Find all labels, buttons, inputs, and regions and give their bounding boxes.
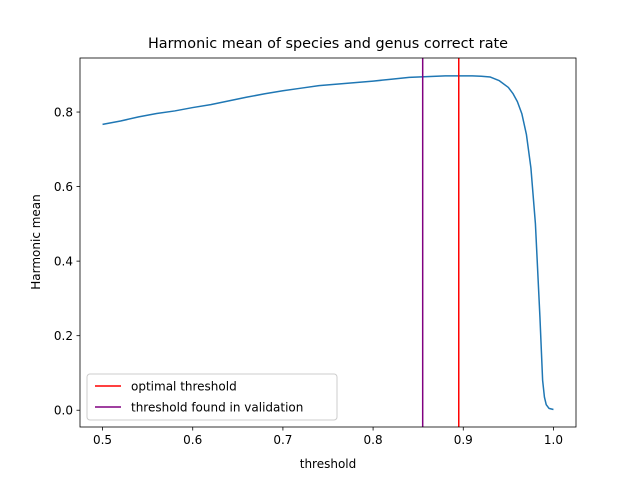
legend-box bbox=[86, 373, 338, 421]
y-tick-label: 0.2 bbox=[54, 329, 73, 343]
y-tick-label: 0.8 bbox=[54, 105, 73, 119]
y-axis: 0.0 0.2 0.4 0.6 0.8 bbox=[54, 105, 80, 418]
x-tick-label: 0.8 bbox=[364, 433, 383, 447]
plot-area bbox=[79, 57, 577, 428]
legend-label-1: threshold found in validation bbox=[131, 400, 303, 414]
legend: optimal threshold threshold found in vali… bbox=[86, 373, 338, 421]
x-tick-label: 0.5 bbox=[93, 433, 112, 447]
chart-title: Harmonic mean of species and genus corre… bbox=[148, 36, 508, 52]
y-axis-label: Harmonic mean bbox=[29, 194, 43, 290]
series-line-0 bbox=[102, 75, 554, 411]
x-axis-label: threshold bbox=[300, 457, 357, 471]
y-tick-label: 0.0 bbox=[54, 404, 73, 418]
x-tick-label: 0.6 bbox=[183, 433, 202, 447]
y-tick-label: 0.6 bbox=[54, 180, 73, 194]
x-axis: 0.5 0.6 0.7 0.8 0.9 1.0 bbox=[93, 427, 563, 447]
axes-frame bbox=[79, 57, 577, 428]
legend-label-0: optimal threshold bbox=[131, 379, 237, 393]
x-tick-label: 1.0 bbox=[544, 433, 563, 447]
y-tick-label: 0.4 bbox=[54, 254, 73, 268]
x-tick-label: 0.7 bbox=[273, 433, 292, 447]
x-tick-label: 0.9 bbox=[454, 433, 473, 447]
